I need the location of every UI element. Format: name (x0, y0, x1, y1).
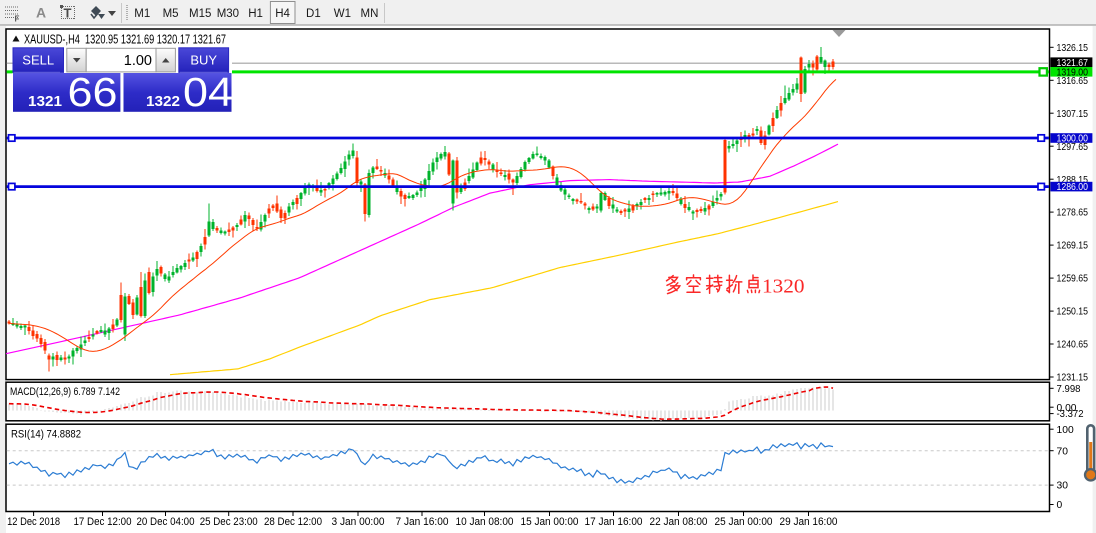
svg-text:T: T (64, 6, 72, 21)
svg-text:1319.00: 1319.00 (1057, 67, 1089, 78)
svg-text:30: 30 (1057, 481, 1069, 492)
svg-text:F: F (15, 15, 20, 24)
svg-text:04: 04 (183, 69, 233, 115)
svg-text:1321.67: 1321.67 (1057, 58, 1089, 69)
svg-text:1259.65: 1259.65 (1057, 274, 1089, 285)
svg-text:29 Jan 16:00: 29 Jan 16:00 (780, 516, 838, 528)
svg-text:22 Jan 08:00: 22 Jan 08:00 (650, 516, 708, 528)
svg-text:0: 0 (1057, 500, 1063, 511)
svg-text:28 Dec 12:00: 28 Dec 12:00 (264, 516, 322, 528)
svg-text:7.998: 7.998 (1057, 384, 1081, 395)
svg-text:H4: H4 (275, 8, 290, 20)
svg-text:1300.00: 1300.00 (1057, 134, 1089, 145)
svg-text:1278.65: 1278.65 (1057, 208, 1089, 219)
svg-text:10 Jan 08:00: 10 Jan 08:00 (456, 516, 514, 528)
svg-text:M5: M5 (163, 8, 179, 20)
svg-text:1321: 1321 (28, 93, 62, 110)
svg-text:1250.15: 1250.15 (1057, 307, 1089, 318)
svg-text:1240.65: 1240.65 (1057, 340, 1089, 351)
svg-text:3 Jan 00:00: 3 Jan 00:00 (332, 516, 385, 528)
svg-text:M1: M1 (134, 8, 150, 20)
svg-text:20 Dec 04:00: 20 Dec 04:00 (137, 516, 195, 528)
svg-text:12 Dec 2018: 12 Dec 2018 (7, 516, 60, 528)
svg-text:17 Dec 12:00: 17 Dec 12:00 (74, 516, 132, 528)
svg-text:1322: 1322 (146, 93, 180, 110)
svg-text:MN: MN (361, 8, 379, 20)
svg-text:25 Dec 23:00: 25 Dec 23:00 (200, 516, 258, 528)
svg-text:XAUUSD-,H4 1320.95 1321.69 13: XAUUSD-,H4 1320.95 1321.69 1320.17 1321.… (24, 33, 226, 47)
svg-text:0.00: 0.00 (1057, 403, 1077, 414)
svg-text:W1: W1 (334, 8, 351, 20)
svg-text:70: 70 (1057, 446, 1069, 457)
svg-text:1269.15: 1269.15 (1057, 241, 1089, 252)
svg-text:7 Jan 16:00: 7 Jan 16:00 (396, 516, 449, 528)
svg-text:66: 66 (68, 69, 118, 115)
svg-text:BUY: BUY (190, 53, 217, 68)
svg-text:1297.65: 1297.65 (1057, 142, 1089, 153)
svg-text:H1: H1 (248, 8, 263, 20)
svg-text:1286.00: 1286.00 (1057, 182, 1089, 193)
svg-text:RSI(14) 74.8882: RSI(14) 74.8882 (11, 428, 81, 440)
svg-text:100: 100 (1057, 425, 1074, 436)
svg-text:A: A (36, 5, 46, 21)
svg-text:1231.15: 1231.15 (1057, 373, 1089, 384)
svg-text:D1: D1 (306, 8, 321, 20)
svg-text:1307.15: 1307.15 (1057, 109, 1089, 120)
svg-text:1326.15: 1326.15 (1057, 43, 1089, 54)
svg-text:15 Jan 00:00: 15 Jan 00:00 (521, 516, 579, 528)
svg-text:17 Jan 16:00: 17 Jan 16:00 (585, 516, 643, 528)
svg-text:M30: M30 (217, 8, 239, 20)
svg-text:1316.65: 1316.65 (1057, 76, 1089, 87)
svg-text:1288.15: 1288.15 (1057, 175, 1089, 186)
svg-text:SELL: SELL (22, 52, 54, 67)
svg-text:1.00: 1.00 (124, 53, 152, 69)
svg-text:M15: M15 (189, 8, 211, 20)
svg-text:1320: 1320 (762, 276, 805, 298)
svg-text:MACD(12,26,9) 6.789 7.142: MACD(12,26,9) 6.789 7.142 (10, 386, 120, 398)
svg-text:-3.372: -3.372 (1057, 409, 1084, 420)
svg-text:25 Jan 00:00: 25 Jan 00:00 (715, 516, 773, 528)
